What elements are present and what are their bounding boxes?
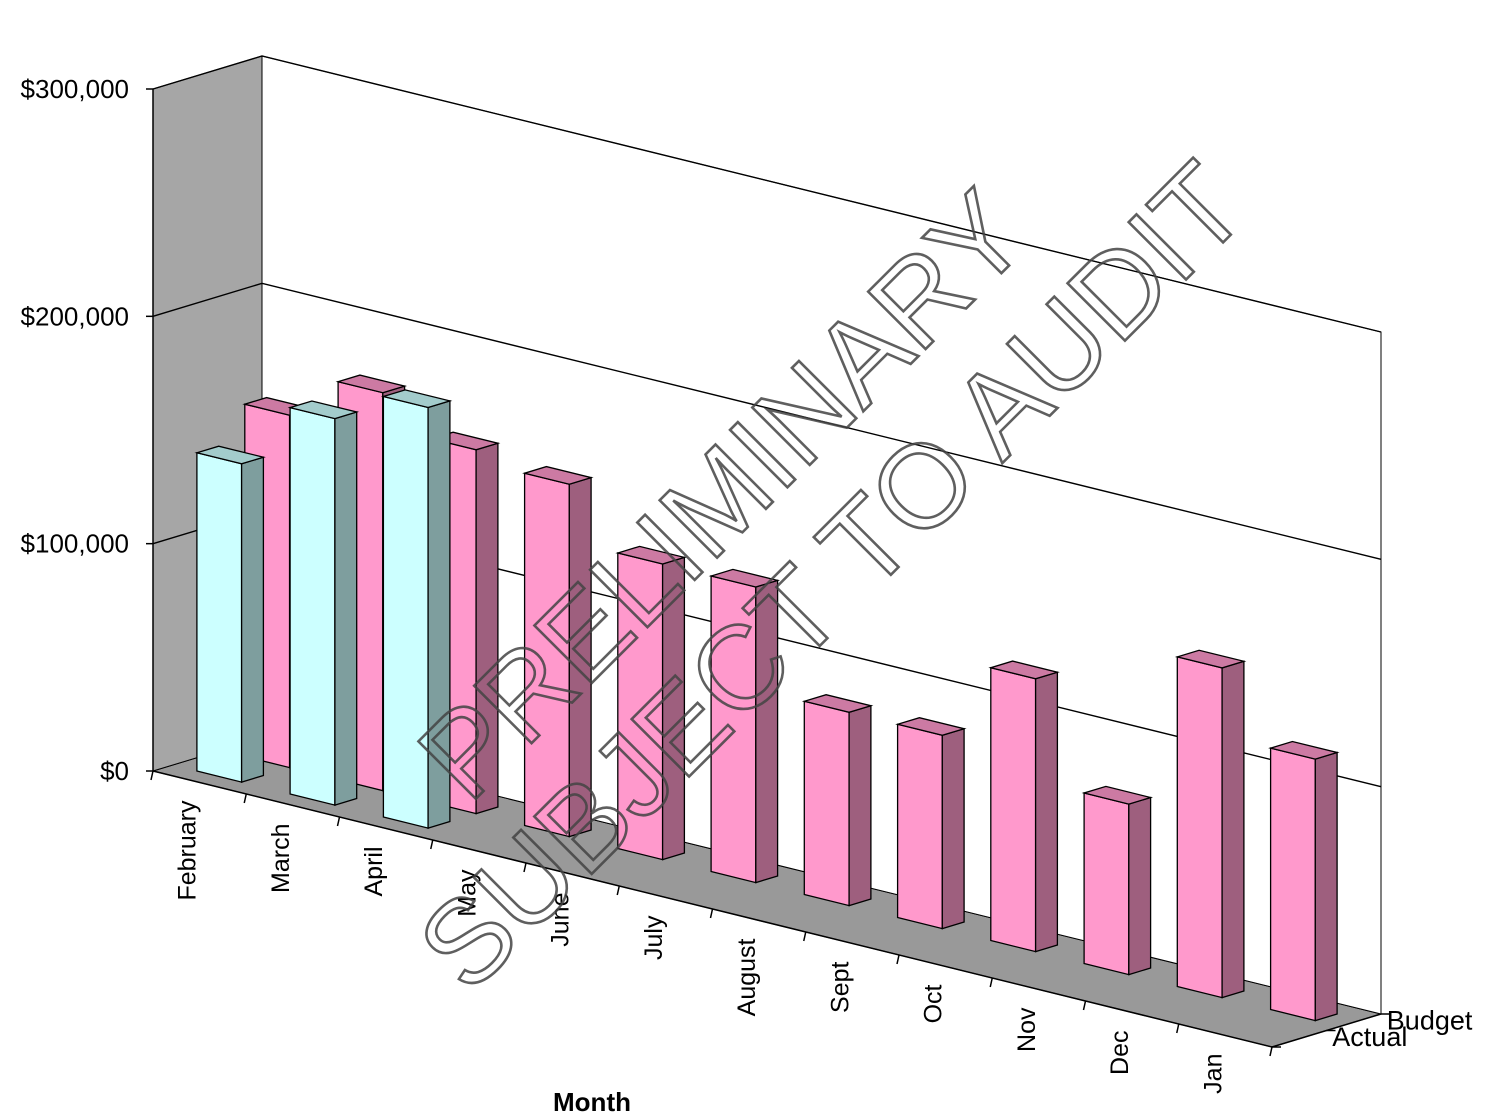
bar-actual-april xyxy=(380,389,453,829)
x-tick-mark xyxy=(803,931,807,942)
bar-front xyxy=(382,395,429,829)
bar-top xyxy=(615,545,687,565)
bar-front xyxy=(196,451,243,783)
bar-side xyxy=(1034,671,1059,953)
bar-side xyxy=(848,704,872,907)
bar-top xyxy=(522,465,594,485)
x-tick-label: Oct xyxy=(920,984,948,1023)
bar-actual-march xyxy=(287,400,360,806)
series-label-budget: Budget xyxy=(1387,1005,1473,1035)
bar-budget-august xyxy=(801,694,874,907)
x-tick-label: Jan xyxy=(1199,1054,1227,1094)
gridline xyxy=(152,282,1382,560)
bar-front xyxy=(289,406,336,806)
x-tick-label: March xyxy=(267,824,295,893)
x-tick-label: Dec xyxy=(1106,1031,1134,1075)
bar-top xyxy=(380,389,453,409)
x-tick-label: Nov xyxy=(1013,1007,1041,1052)
bar-side xyxy=(941,727,965,930)
x-tick-label: August xyxy=(733,938,761,1016)
x-tick-mark xyxy=(243,793,247,804)
chart-axes: $0 $100,000 $200,000 $300,000 February March A… xyxy=(21,74,1473,1094)
x-tick-label: June xyxy=(547,893,575,947)
bar-front xyxy=(990,666,1037,953)
bar-side xyxy=(1314,751,1338,1022)
x-tick-mark xyxy=(1176,1023,1180,1034)
x-tick-label: February xyxy=(174,800,202,901)
bar-top xyxy=(708,568,781,588)
bar-budget-sept xyxy=(895,717,967,930)
bar-budget-june xyxy=(615,545,687,861)
bar-top xyxy=(287,400,360,420)
bar-actual-february xyxy=(194,445,266,783)
x-tick-label: May xyxy=(453,869,481,917)
x-tick-mark xyxy=(616,885,620,896)
x-tick-mark xyxy=(1082,1000,1087,1011)
bar-front xyxy=(1176,656,1223,999)
bar-top xyxy=(1268,740,1340,760)
x-tick-mark xyxy=(336,816,341,827)
y-tick-label: $300,000 xyxy=(21,74,129,104)
bar-budget-dec xyxy=(1174,649,1247,999)
bar-top xyxy=(801,694,874,713)
x-tick-mark xyxy=(709,908,714,919)
bar-budget-nov xyxy=(1081,785,1154,976)
bar-front xyxy=(803,700,850,907)
bar-top xyxy=(895,717,967,736)
series-label-actual: Actual xyxy=(1332,1022,1407,1052)
bar-front xyxy=(1269,747,1316,1022)
bar-front xyxy=(896,723,943,930)
x-tick-label: July xyxy=(640,915,668,960)
x-tick-label: April xyxy=(360,847,388,897)
x-tick-mark xyxy=(430,839,434,850)
bar-top xyxy=(194,445,266,465)
x-tick-mark xyxy=(523,862,527,873)
gridline xyxy=(152,55,1382,333)
bar-top xyxy=(988,660,1060,680)
bar-front xyxy=(1083,792,1130,976)
bar-top xyxy=(1081,785,1154,805)
bar-budget-july xyxy=(708,568,781,884)
bar-side xyxy=(1128,796,1152,976)
bar-side xyxy=(334,411,358,806)
bar-side xyxy=(1221,660,1245,999)
bar-budget-may xyxy=(522,465,594,838)
bar-side xyxy=(240,456,265,783)
x-tick-mark xyxy=(896,954,900,965)
x-axis-title: Month xyxy=(553,1087,631,1117)
x-tick-mark xyxy=(989,977,993,988)
bar-top xyxy=(1174,649,1247,669)
chart-bars xyxy=(194,374,1340,1022)
x-tick-label: Sept xyxy=(826,961,854,1012)
y-tick-label: $100,000 xyxy=(21,529,129,559)
bar-budget-oct xyxy=(988,660,1060,953)
y-tick-label: $0 xyxy=(100,756,129,786)
x-tick-mark xyxy=(150,770,154,781)
x-tick-mark xyxy=(1269,1046,1273,1057)
bar-top xyxy=(335,374,408,394)
bar-budget-jan xyxy=(1268,740,1340,1022)
y-tick-label: $200,000 xyxy=(21,301,129,331)
